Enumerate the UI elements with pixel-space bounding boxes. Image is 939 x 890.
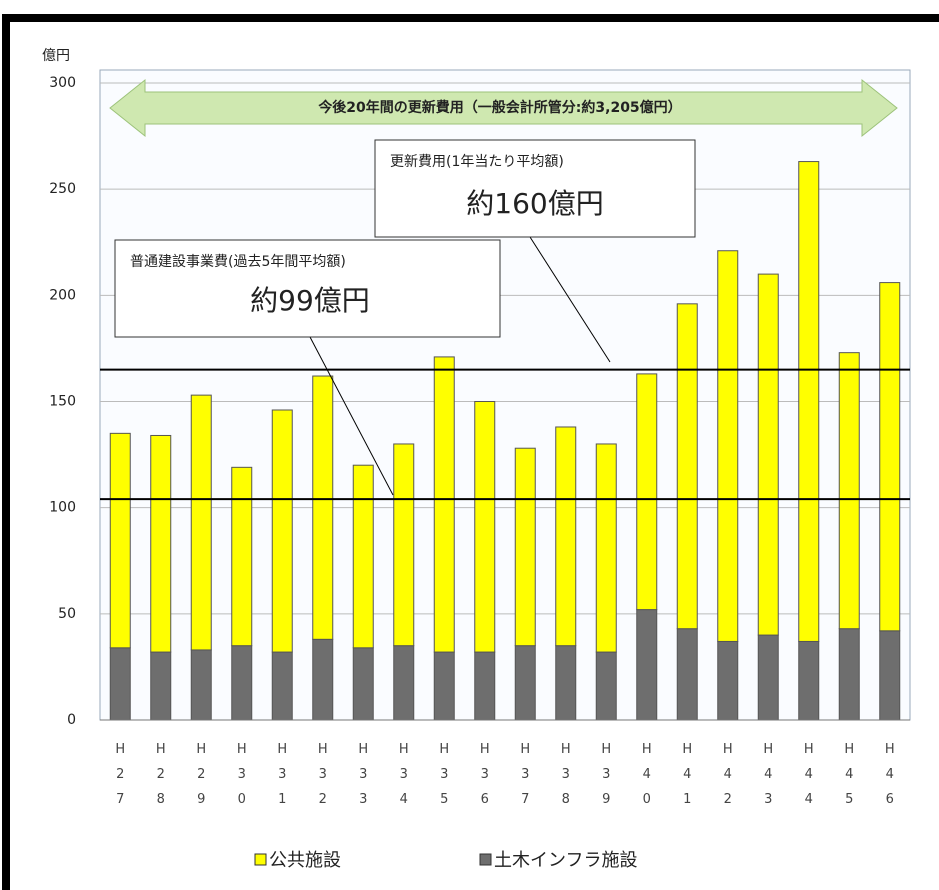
banner-text: 今後20年間の更新費用（一般会計所管分:約3,205億円） bbox=[317, 99, 681, 116]
x-tick-label: H28 bbox=[153, 742, 168, 817]
callout-text: 約160億円 bbox=[466, 187, 603, 220]
x-tick-label: H45 bbox=[842, 742, 857, 817]
bar-segment bbox=[798, 640, 820, 721]
bar-segment bbox=[474, 401, 496, 653]
bar-segment bbox=[838, 628, 860, 721]
bar-segment bbox=[879, 282, 901, 632]
y-tick-label: 50 bbox=[58, 606, 76, 622]
callout-box bbox=[374, 139, 696, 238]
bar-segment bbox=[555, 426, 577, 647]
y-tick-label: 100 bbox=[49, 500, 76, 516]
bar-segment bbox=[352, 647, 374, 721]
x-tick-label: H34 bbox=[396, 742, 411, 817]
bar-segment bbox=[109, 432, 131, 649]
bar-segment bbox=[190, 394, 212, 651]
bar-segment bbox=[838, 352, 860, 630]
bar-segment bbox=[231, 645, 253, 721]
callout-title: 普通建設事業費(過去5年間平均額) bbox=[130, 254, 346, 270]
x-tick-label: H30 bbox=[234, 742, 249, 817]
bar-segment bbox=[717, 250, 739, 642]
bar-segment bbox=[595, 651, 617, 721]
bar-segment bbox=[433, 356, 455, 653]
bar-segment bbox=[514, 645, 536, 721]
y-tick-label: 300 bbox=[49, 75, 76, 91]
y-tick-label: 250 bbox=[49, 181, 76, 197]
x-tick-label: H39 bbox=[599, 742, 614, 817]
banner-arrow bbox=[109, 78, 898, 138]
x-tick-label: H42 bbox=[720, 742, 735, 817]
bar-segment bbox=[312, 638, 334, 721]
bar-segment bbox=[474, 651, 496, 721]
bar-segment bbox=[109, 647, 131, 721]
x-tick-label: H44 bbox=[801, 742, 816, 817]
x-tick-label: H36 bbox=[477, 742, 492, 817]
x-tick-label: H33 bbox=[356, 742, 371, 817]
bar-segment bbox=[555, 645, 577, 721]
callout-arrow bbox=[309, 336, 394, 496]
x-tick-label: H46 bbox=[882, 742, 897, 817]
bar-segment bbox=[798, 161, 820, 642]
x-tick-label: H43 bbox=[761, 742, 776, 817]
bar-segment bbox=[636, 373, 658, 611]
y-tick-label: 200 bbox=[49, 287, 76, 303]
callout-text: 約99億円 bbox=[250, 284, 370, 317]
bar-segment bbox=[879, 630, 901, 721]
bar-segment bbox=[150, 434, 172, 653]
bar-segment bbox=[595, 443, 617, 653]
y-tick-label: 150 bbox=[49, 394, 76, 410]
legend-swatch bbox=[479, 853, 492, 866]
callout-title: 更新費用(1年当たり平均額) bbox=[390, 154, 564, 170]
bar-segment bbox=[514, 447, 536, 647]
bar-segment bbox=[757, 273, 779, 636]
x-tick-label: H35 bbox=[437, 742, 452, 817]
bar-segment bbox=[271, 651, 293, 721]
callout-arrow bbox=[529, 236, 611, 363]
x-tick-label: H31 bbox=[275, 742, 290, 817]
y-unit: 億円 bbox=[42, 48, 70, 64]
bar-segment bbox=[393, 645, 415, 721]
legend-label: 公共施設 bbox=[269, 850, 341, 871]
legend-label: 土木インフラ施設 bbox=[494, 850, 637, 871]
bar-segment bbox=[352, 464, 374, 649]
bar-segment bbox=[636, 609, 658, 721]
legend-swatch bbox=[254, 853, 267, 866]
panel-frame bbox=[2, 14, 939, 890]
bar-segment bbox=[312, 375, 334, 640]
bar-segment bbox=[717, 640, 739, 721]
bar-segment bbox=[231, 466, 253, 647]
x-tick-label: H27 bbox=[113, 742, 128, 817]
bar-segment bbox=[393, 443, 415, 647]
x-tick-label: H29 bbox=[194, 742, 209, 817]
callout-box bbox=[114, 239, 501, 338]
bar-segment bbox=[150, 651, 172, 721]
x-tick-label: H32 bbox=[315, 742, 330, 817]
x-tick-label: H41 bbox=[680, 742, 695, 817]
bar-segment bbox=[271, 409, 293, 653]
bar-segment bbox=[433, 651, 455, 721]
x-tick-label: H40 bbox=[639, 742, 654, 817]
bar-segment bbox=[190, 649, 212, 721]
bar-segment bbox=[676, 303, 698, 630]
bars: 0 50 100 150 200 250 300 H27 H28 H29 H30 H31 H32 H33 H… bbox=[49, 75, 910, 817]
x-tick-label: H38 bbox=[558, 742, 573, 817]
y-tick-label: 0 bbox=[67, 712, 76, 728]
bar-segment bbox=[757, 634, 779, 721]
x-tick-label: H37 bbox=[518, 742, 533, 817]
bar-segment bbox=[676, 628, 698, 721]
